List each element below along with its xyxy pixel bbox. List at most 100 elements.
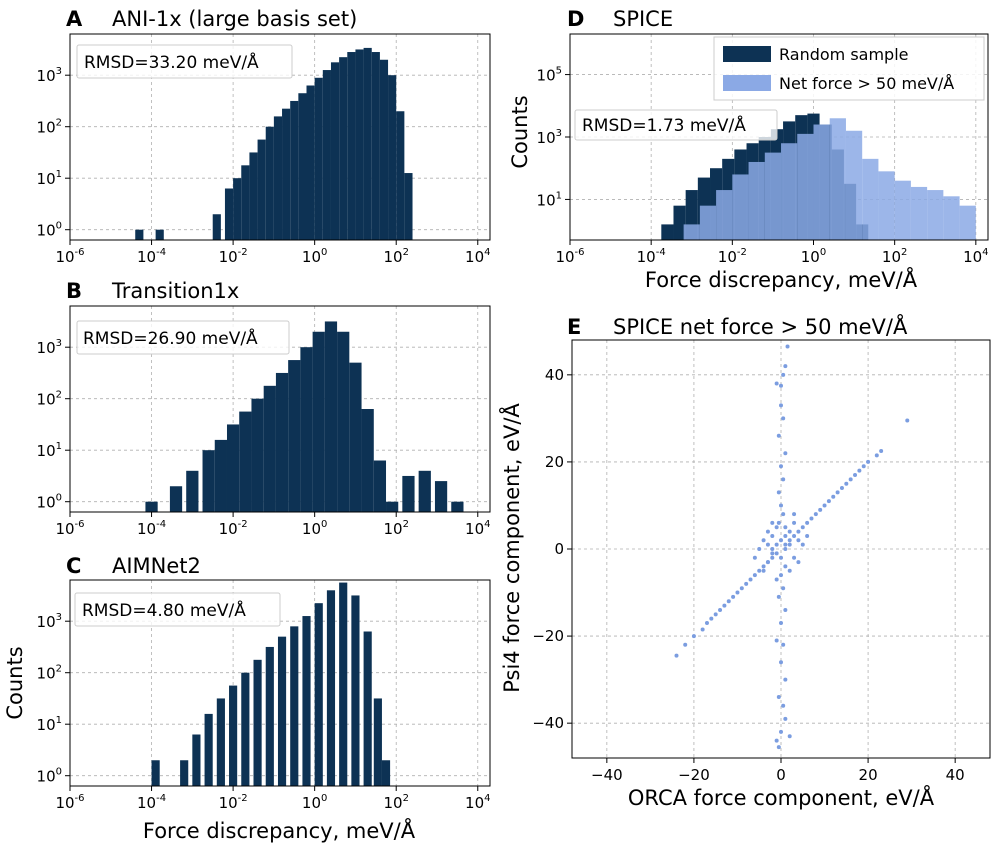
scatter-point bbox=[739, 586, 744, 591]
panel-a-xtick-label: 10-4 bbox=[137, 247, 166, 266]
scatter-point bbox=[783, 677, 788, 682]
panel-e-points bbox=[674, 344, 910, 750]
panel-e-xtick-label: 40 bbox=[946, 766, 965, 784]
panel-a-bar bbox=[241, 165, 250, 240]
panel-a-bar bbox=[355, 49, 364, 241]
panel-a-bar bbox=[298, 93, 307, 240]
scatter-point bbox=[770, 555, 775, 560]
panel-b-bar bbox=[300, 347, 313, 512]
panel-b-title: Transition1x bbox=[111, 279, 239, 303]
scatter-point bbox=[757, 568, 762, 573]
scatter-point bbox=[779, 538, 783, 543]
scatter-point bbox=[809, 516, 814, 521]
panel-e-grid bbox=[572, 340, 990, 758]
panel-e-ytick-label: 0 bbox=[554, 540, 564, 558]
panel-a-bar bbox=[363, 47, 372, 240]
scatter-point bbox=[752, 573, 757, 578]
panel-d-bar bbox=[910, 186, 928, 240]
scatter-point bbox=[776, 520, 781, 525]
panel-a-bar bbox=[306, 85, 315, 240]
panel-e-xtick-label: 0 bbox=[776, 766, 786, 784]
scatter-point bbox=[792, 555, 797, 560]
panel-e-title: SPICE net force > 50 meV/Å bbox=[613, 313, 908, 339]
panel-b-bar bbox=[288, 360, 301, 512]
panel-d-xtick-label: 10-4 bbox=[637, 247, 666, 266]
scatter-point bbox=[718, 607, 723, 612]
scatter-point bbox=[787, 538, 792, 543]
panel-d-bar bbox=[716, 190, 733, 240]
panel-d-ylabel: Counts bbox=[508, 95, 532, 168]
scatter-point bbox=[781, 372, 786, 377]
panel-c-xtick-label: 100 bbox=[302, 793, 327, 812]
panel-a-bar bbox=[155, 229, 164, 240]
scatter-point bbox=[776, 745, 781, 750]
scatter-point bbox=[853, 472, 858, 477]
panel-c-bar bbox=[277, 636, 287, 786]
panel-d-ytick-label: 105 bbox=[537, 66, 562, 85]
scatter-point bbox=[770, 533, 775, 538]
panel-b-xtick-label: 104 bbox=[465, 519, 490, 538]
scatter-point bbox=[722, 603, 727, 608]
panel-letter-b: B bbox=[66, 279, 82, 303]
scatter-point bbox=[818, 507, 823, 512]
panel-a-ytick-label: 102 bbox=[37, 118, 62, 137]
panel-d-ytick-label: 101 bbox=[537, 190, 562, 209]
panel-a-bars bbox=[135, 47, 413, 241]
panel-e-ylabel: Psi4 force component, eV/Å bbox=[498, 403, 524, 693]
scatter-point bbox=[765, 560, 770, 565]
scatter-point bbox=[792, 512, 797, 517]
panel-b-bar bbox=[337, 331, 350, 512]
panel-a-bar bbox=[249, 152, 258, 240]
panel-b-bar bbox=[324, 321, 338, 512]
scatter-point bbox=[905, 418, 910, 423]
scatter-point bbox=[796, 529, 801, 534]
scatter-point bbox=[761, 568, 766, 573]
scatter-point bbox=[826, 499, 831, 504]
panel-c-bar bbox=[290, 626, 299, 786]
panel-d-xtick-label: 104 bbox=[963, 247, 988, 266]
legend-label-random: Random sample bbox=[779, 45, 909, 64]
panel-d: D SPICE 10-6 10-4 10-2 100 102 104 101 103 105 R… bbox=[508, 7, 989, 292]
panel-d-bars bbox=[661, 113, 976, 240]
scatter-point bbox=[813, 512, 818, 517]
scatter-point bbox=[761, 564, 766, 569]
scatter-point bbox=[709, 616, 714, 621]
panel-c-xtick-label: 102 bbox=[383, 793, 408, 812]
scatter-point bbox=[781, 416, 786, 421]
panel-a-bar bbox=[233, 178, 242, 240]
scatter-point bbox=[785, 344, 790, 349]
scatter-point bbox=[776, 433, 781, 438]
scatter-point bbox=[779, 621, 783, 626]
panel-a-bar bbox=[265, 126, 274, 240]
scatter-point bbox=[800, 525, 805, 530]
scatter-point bbox=[783, 564, 788, 569]
scatter-point bbox=[776, 695, 781, 700]
panel-a-frame bbox=[69, 33, 491, 241]
scatter-point bbox=[787, 734, 792, 739]
panel-b-bar bbox=[214, 439, 227, 512]
panel-a-bar bbox=[396, 111, 405, 240]
panel-a-bar bbox=[322, 70, 331, 240]
panel-c-ticks: 10-6 10-4 10-2 100 102 104 100 101 102 103 bbox=[37, 612, 491, 812]
panel-b: B Transition1x 10-6 10-4 10-2 100 102 104 100 1… bbox=[37, 279, 491, 538]
panel-b-frame bbox=[69, 305, 491, 513]
panel-b-bar bbox=[361, 409, 374, 512]
scatter-point bbox=[770, 547, 775, 551]
panel-c-frame bbox=[69, 579, 491, 787]
scatter-point bbox=[787, 529, 792, 534]
panel-a-bar bbox=[388, 75, 397, 240]
panel-d-bar bbox=[894, 180, 911, 240]
panel-c-bars bbox=[151, 582, 391, 786]
panel-b-ytick-label: 100 bbox=[37, 493, 62, 512]
scatter-point bbox=[787, 542, 792, 547]
panel-c-bar bbox=[302, 616, 311, 786]
panel-a-xtick-label: 100 bbox=[302, 247, 327, 266]
scatter-point bbox=[770, 551, 775, 556]
scatter-point bbox=[700, 627, 705, 632]
panel-b-bar bbox=[349, 362, 362, 512]
panel-d-bar bbox=[943, 196, 960, 240]
panel-c-bar bbox=[180, 760, 189, 786]
legend-swatch-netforce bbox=[723, 75, 771, 91]
panel-d-xtick-label: 102 bbox=[882, 247, 907, 266]
